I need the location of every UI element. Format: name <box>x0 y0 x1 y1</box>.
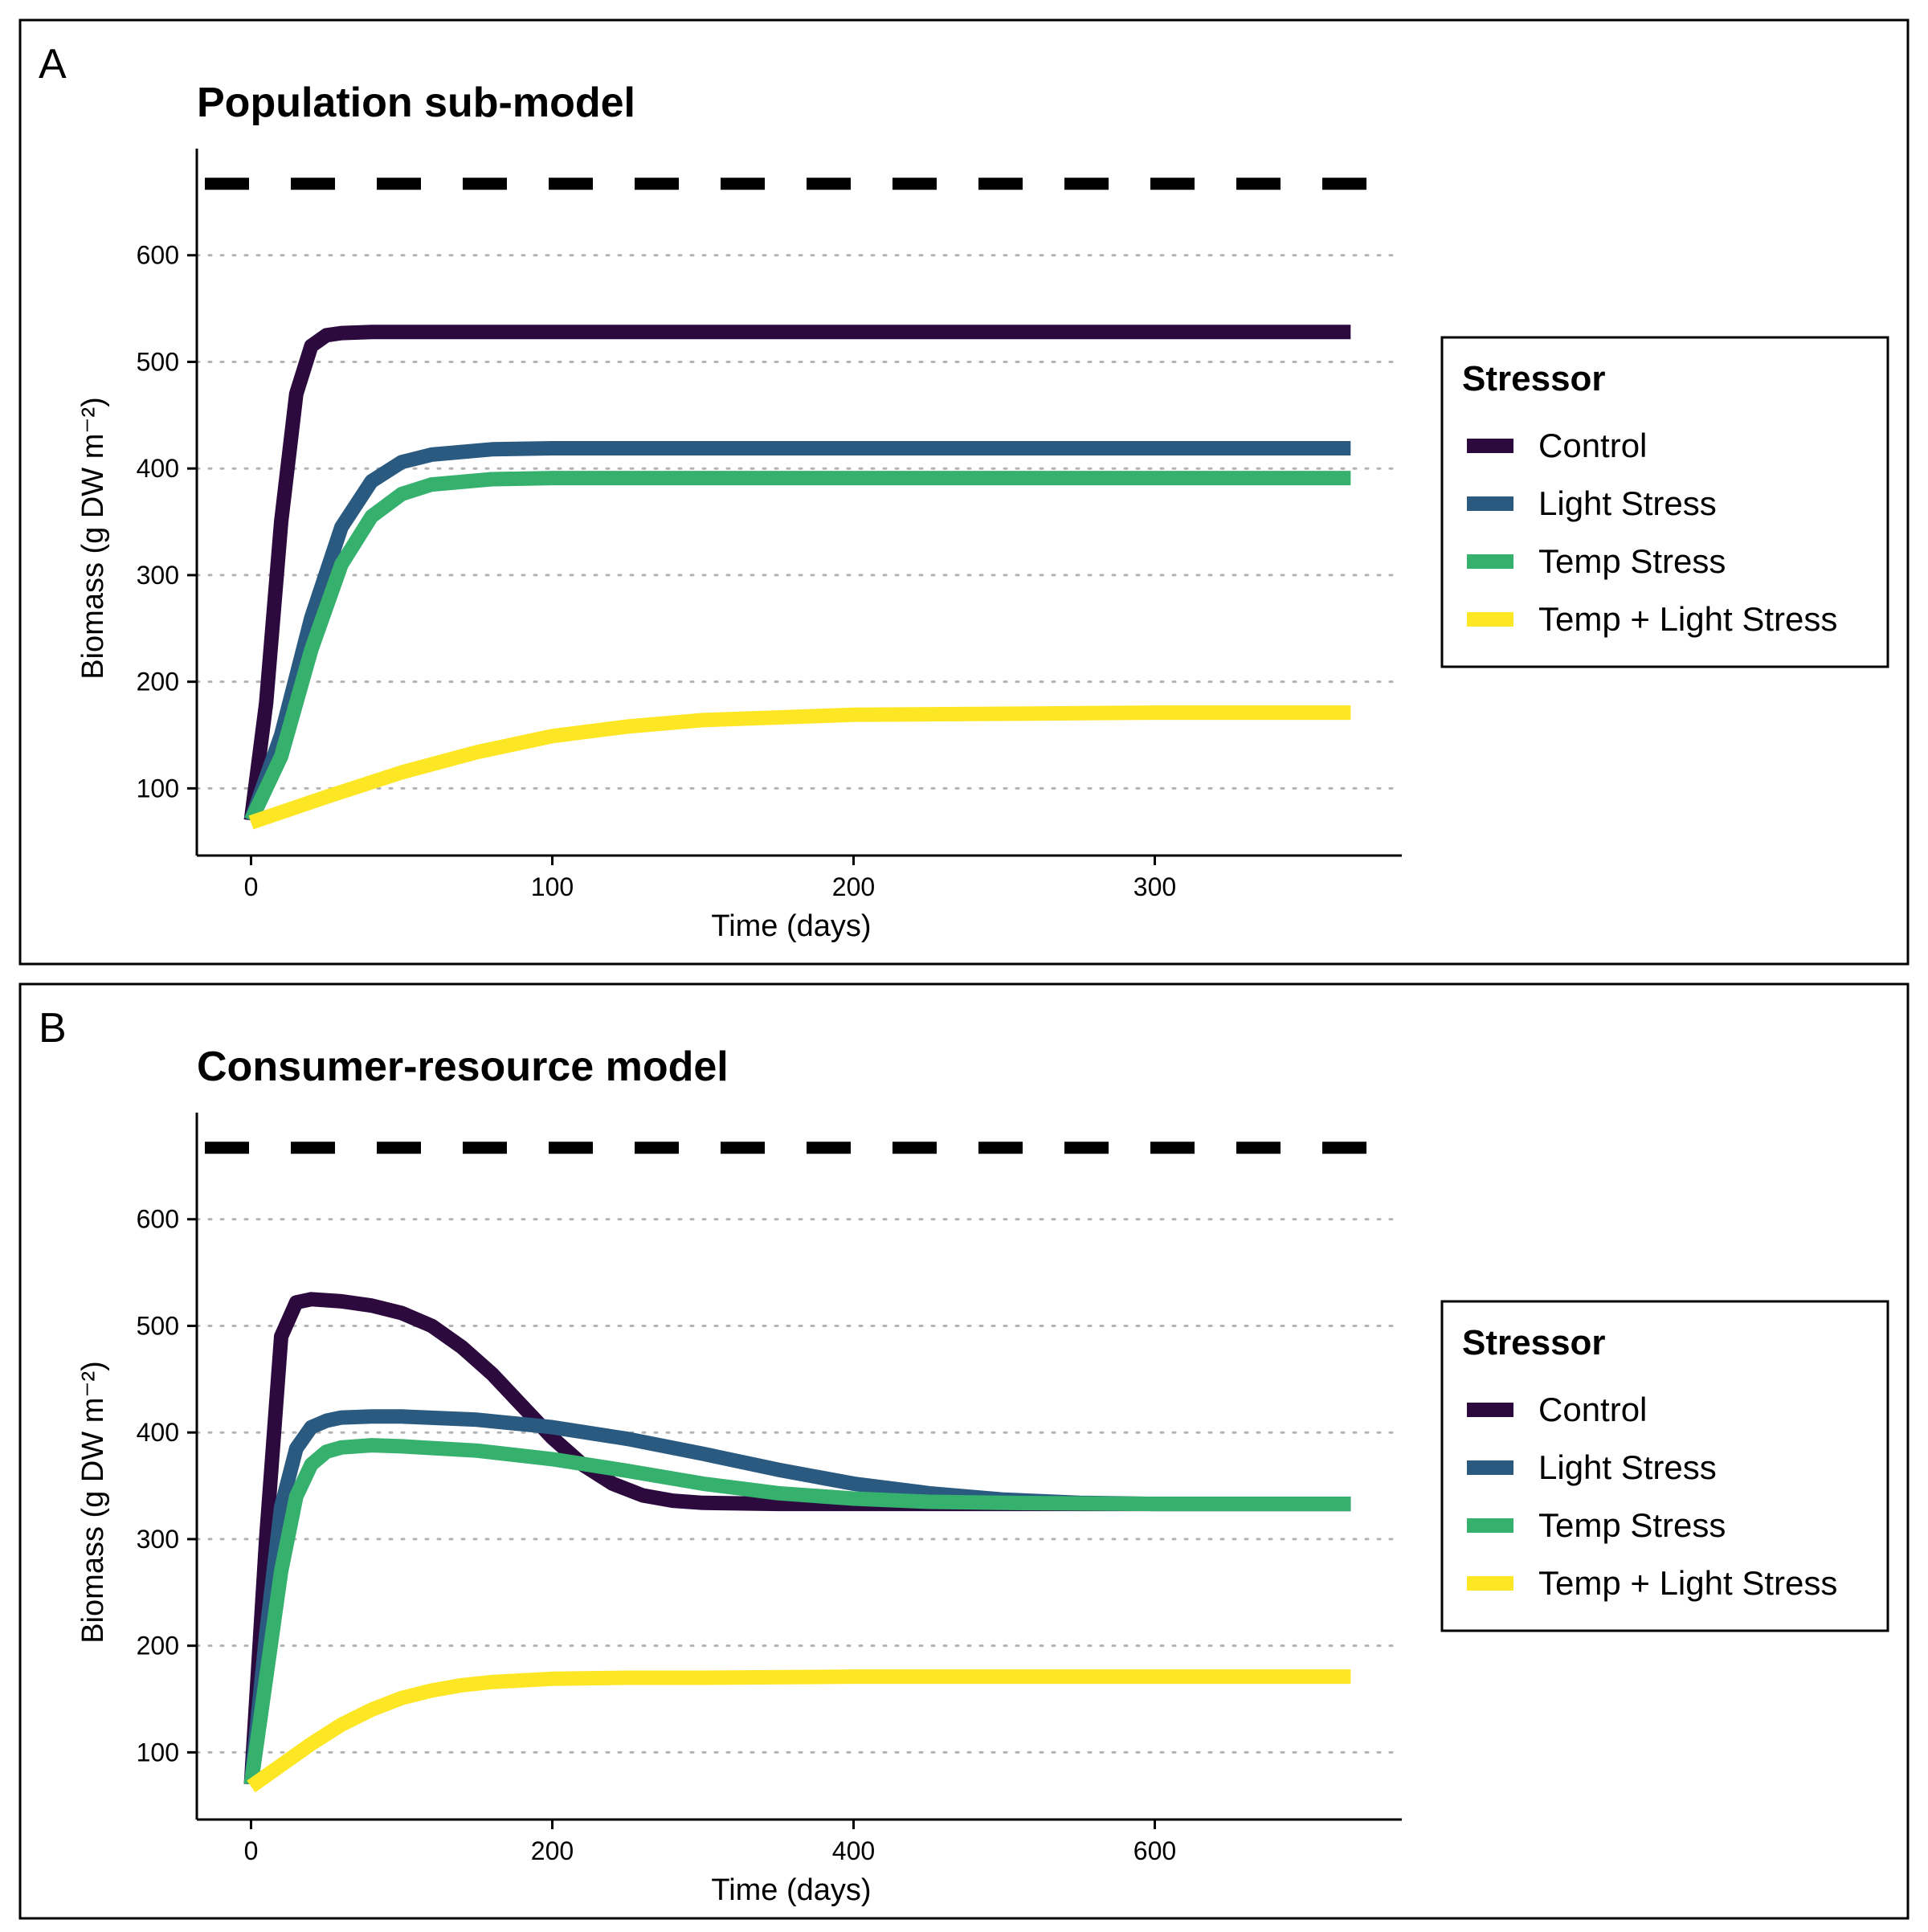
y-axis-label: Biomass (g DW m⁻²) <box>76 397 110 680</box>
x-axis-label: Time (days) <box>711 909 871 943</box>
legend-entry: Temp + Light Stress <box>1538 600 1837 638</box>
panel-a: A Population sub-model 100 200 300 400 500 600 0… <box>18 18 1910 966</box>
legend-entry: Control <box>1538 1391 1647 1428</box>
y-tick-label: 300 <box>137 1525 179 1554</box>
x-tick-label: 0 <box>244 872 259 901</box>
series-line-control <box>243 1292 1351 1785</box>
y-axis-label: Biomass (g DW m⁻²) <box>76 1361 110 1644</box>
panel-frame <box>18 982 1910 1920</box>
y-tick-label: 100 <box>137 1738 179 1767</box>
y-tick-label: 500 <box>137 347 179 376</box>
y-tick-label: 400 <box>137 1418 179 1447</box>
y-tick-label: 600 <box>137 241 179 270</box>
y-tick-label: 600 <box>137 1205 179 1234</box>
legend-entry: Temp Stress <box>1538 542 1726 580</box>
x-tick-label: 200 <box>531 1836 574 1865</box>
x-tick-label: 200 <box>832 872 875 901</box>
y-tick-label: 200 <box>137 1632 179 1660</box>
x-tick-label: 600 <box>1134 1836 1176 1865</box>
panel-frame <box>18 18 1910 966</box>
legend-entry: Light Stress <box>1538 484 1717 522</box>
legend-entry: Temp + Light Stress <box>1538 1564 1837 1602</box>
x-tick-label: 0 <box>244 1836 259 1865</box>
y-tick-label: 400 <box>137 454 179 483</box>
x-tick-label: 300 <box>1134 872 1176 901</box>
y-tick-label: 200 <box>137 668 179 696</box>
legend-entry: Control <box>1538 427 1647 464</box>
legend-entry: Light Stress <box>1538 1448 1717 1486</box>
series-line-light <box>244 441 1351 823</box>
legend: Stressor Control Light Stress Temp Stress Te… <box>1440 336 1889 668</box>
chart-title: Consumer-resource model <box>197 1044 729 1090</box>
series-line-both <box>247 1669 1351 1793</box>
x-axis-label: Time (days) <box>711 1873 871 1907</box>
legend-box <box>1440 336 1889 668</box>
panel-letter: B <box>39 1005 67 1052</box>
y-tick-label: 100 <box>137 774 179 803</box>
series-line-light <box>243 1409 1351 1786</box>
legend: Stressor Control Light Stress Temp Stress Te… <box>1440 1300 1889 1632</box>
legend-box <box>1440 1300 1889 1632</box>
chart-title: Population sub-model <box>197 80 635 126</box>
y-tick-label: 300 <box>137 561 179 590</box>
panel-b: B Consumer-resource model 100 200 300 400 500 6… <box>18 982 1910 1920</box>
legend-title: Stressor <box>1462 1323 1606 1362</box>
series-line-temp <box>244 471 1351 824</box>
x-tick-label: 100 <box>531 872 574 901</box>
legend-entry: Temp Stress <box>1538 1506 1726 1544</box>
y-tick-label: 500 <box>137 1311 179 1340</box>
series-line-both <box>248 705 1351 830</box>
series-line-control <box>243 325 1351 822</box>
legend-title: Stressor <box>1462 359 1606 398</box>
series-line-temp <box>243 1438 1351 1786</box>
panel-letter: A <box>39 41 67 88</box>
x-tick-label: 400 <box>832 1836 875 1865</box>
